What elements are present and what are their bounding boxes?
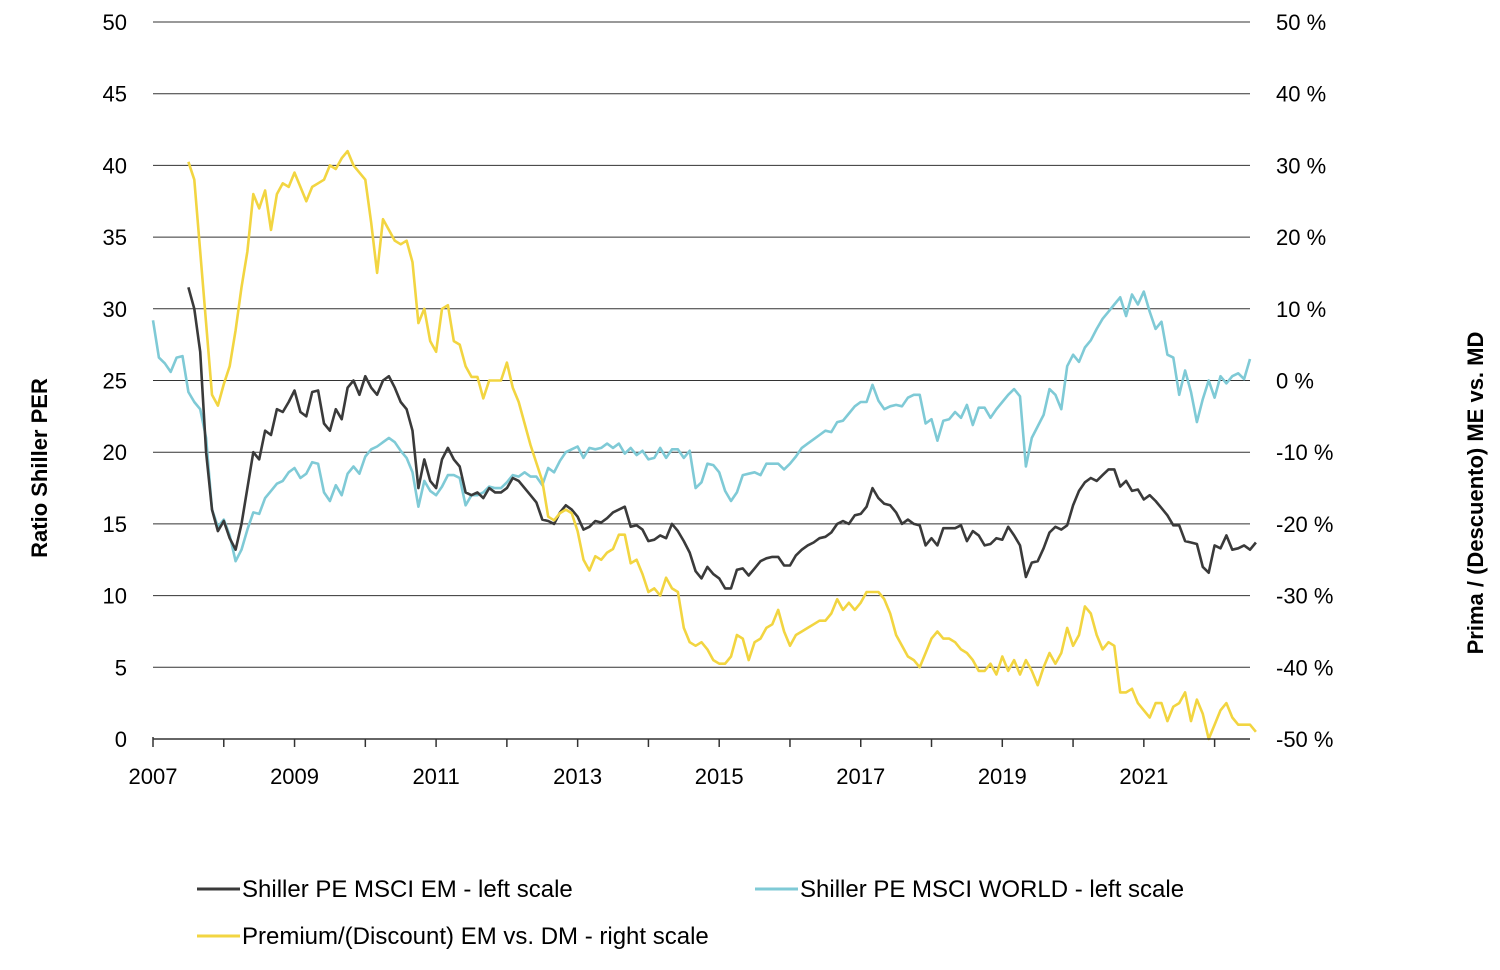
y-left-tick-label: 0 <box>115 727 127 752</box>
y-left-tick-label: 40 <box>103 153 127 178</box>
y-left-tick-label: 10 <box>103 584 127 609</box>
y-right-tick-label: -50 % <box>1276 727 1333 752</box>
x-tick-label: 2021 <box>1119 764 1168 789</box>
legend: Shiller PE MSCI EM - left scale Shiller … <box>197 876 1184 950</box>
x-tick-label: 2009 <box>270 764 319 789</box>
x-tick-label: 2011 <box>412 764 459 789</box>
y-right-tick-label: 30 % <box>1276 153 1326 178</box>
y-axis-left-title: Ratio Shiller PER <box>27 378 52 558</box>
gridlines <box>153 21 1250 668</box>
series-line-msci-em <box>187 286 1257 590</box>
series-line-premium-discount <box>187 149 1257 741</box>
y-right-tick-label: -30 % <box>1276 584 1333 609</box>
y-left-tick-label: 45 <box>103 82 127 107</box>
y-right-tick-label: -20 % <box>1276 512 1333 537</box>
series-lines <box>151 149 1257 741</box>
y-right-tick-label: 0 % <box>1276 369 1314 394</box>
y-axis-right-title: Prima / (Descuento) ME vs. MD <box>1463 332 1488 655</box>
y-right-tick-label: -40 % <box>1276 655 1333 680</box>
y-left-tick-label: 50 <box>103 10 127 35</box>
series-line-msci-world <box>151 290 1252 563</box>
legend-label-premium: Premium/(Discount) EM vs. DM - right sca… <box>242 923 709 950</box>
y-right-tick-label: 20 % <box>1276 225 1326 250</box>
x-tick-label: 2017 <box>836 764 885 789</box>
y-left-tick-label: 30 <box>103 297 127 322</box>
y-axis-right: -50 % -40 % -30 % -20 % -10 % 0 % 10 % 20 % 30 %… <box>1276 10 1333 752</box>
legend-label-world: Shiller PE MSCI WORLD - left scale <box>800 876 1184 903</box>
y-left-tick-label: 20 <box>103 440 127 465</box>
y-right-tick-label: 40 % <box>1276 82 1326 107</box>
x-axis: 2007 2009 2011 2013 2015 2017 2019 2021 <box>129 737 1250 789</box>
y-right-tick-label: -10 % <box>1276 440 1333 465</box>
y-left-tick-label: 25 <box>103 369 127 394</box>
y-left-tick-label: 5 <box>115 655 127 680</box>
y-left-tick-label: 35 <box>103 225 127 250</box>
y-axis-left: 0 5 10 15 20 25 30 35 40 45 50 <box>103 10 127 752</box>
x-tick-label: 2019 <box>978 764 1027 789</box>
y-right-tick-label: 10 % <box>1276 297 1326 322</box>
y-right-tick-label: 50 % <box>1276 10 1326 35</box>
x-tick-label: 2007 <box>129 764 178 789</box>
legend-label-em: Shiller PE MSCI EM - left scale <box>242 876 573 903</box>
x-tick-label: 2015 <box>695 764 744 789</box>
y-left-tick-label: 15 <box>103 512 127 537</box>
x-tick-label: 2013 <box>553 764 602 789</box>
